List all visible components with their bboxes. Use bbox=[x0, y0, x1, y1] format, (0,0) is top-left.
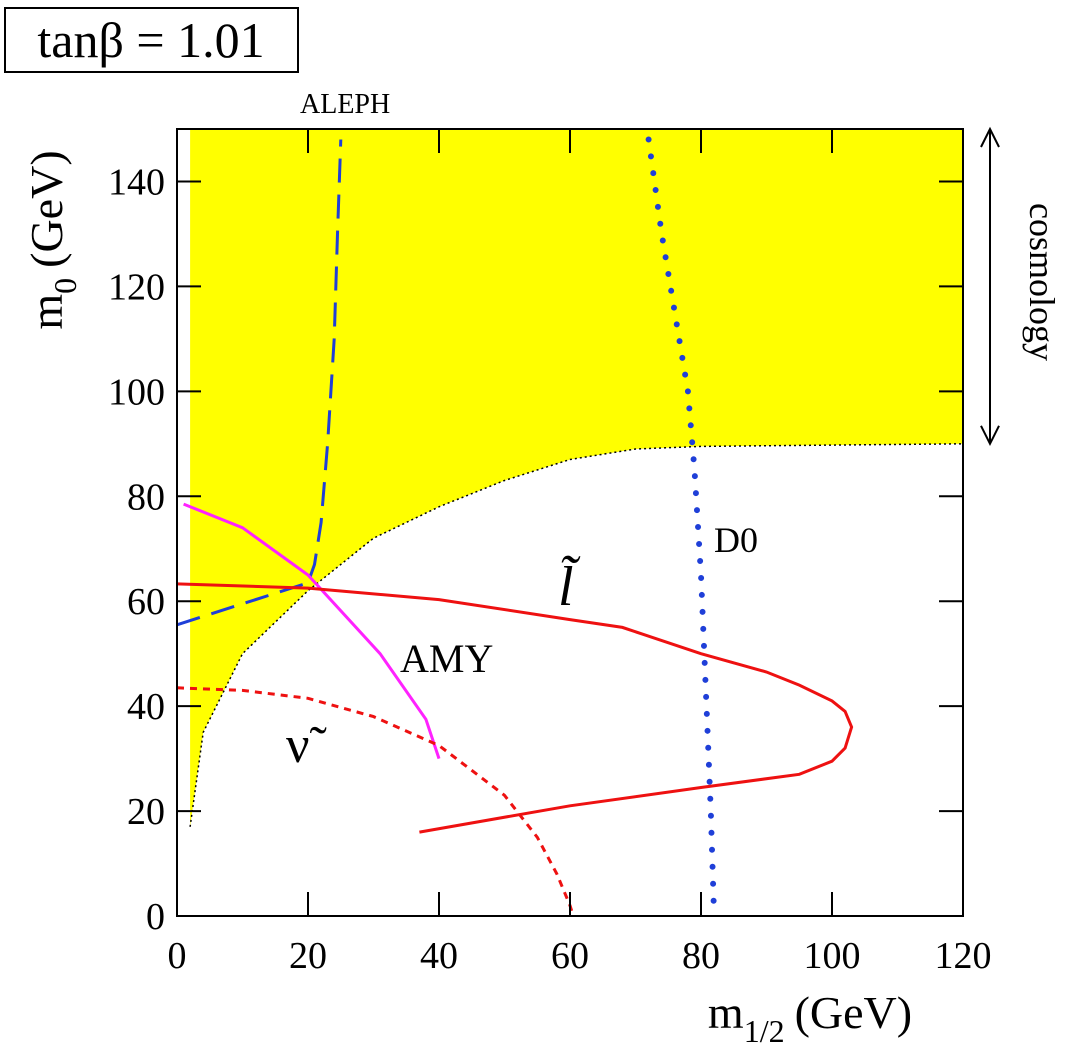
y-tick-label: 120 bbox=[108, 266, 165, 308]
arrow-head-bottom bbox=[980, 425, 1000, 447]
curve bbox=[176, 139, 343, 627]
curve bbox=[176, 582, 854, 834]
curve-label: ν̃ bbox=[286, 717, 327, 774]
x-tick-label: 100 bbox=[804, 935, 861, 977]
y-tick-label: 40 bbox=[127, 686, 165, 728]
y-label-main: m bbox=[21, 294, 72, 330]
arrow-head-top bbox=[980, 126, 1000, 148]
y-tick-label: 0 bbox=[146, 896, 165, 938]
y-tick-label: 60 bbox=[127, 581, 165, 623]
annotation-text: cosmology bbox=[1022, 203, 1062, 361]
curve bbox=[176, 686, 575, 917]
x-tick-label: 60 bbox=[551, 935, 589, 977]
chart-title: tanβ = 1.01 bbox=[37, 12, 264, 68]
region-boundary bbox=[189, 443, 964, 827]
x-label-sub: 1/2 bbox=[744, 1013, 785, 1049]
x-tick-label: 120 bbox=[935, 935, 992, 977]
title-box bbox=[4, 7, 299, 73]
x-tick-label: 20 bbox=[289, 935, 327, 977]
x-tick-label: 80 bbox=[682, 935, 720, 977]
y-tick-label: 20 bbox=[127, 791, 165, 833]
x-label-main: m bbox=[708, 987, 744, 1038]
curve bbox=[645, 136, 718, 919]
curve-label: l̃ bbox=[558, 555, 581, 618]
curve-label: ALEPH bbox=[300, 89, 390, 120]
y-axis-label: m0 (GeV) bbox=[21, 150, 83, 329]
y-label-sub: 0 bbox=[47, 278, 83, 294]
x-axis-label: m1/2 (GeV) bbox=[708, 987, 912, 1049]
curve bbox=[183, 502, 441, 760]
excluded-region bbox=[190, 129, 964, 827]
x-tick-label: 40 bbox=[420, 935, 458, 977]
curve-label: D0 bbox=[714, 520, 758, 560]
y-label-unit: (GeV) bbox=[21, 150, 72, 268]
x-tick-label: 0 bbox=[168, 935, 187, 977]
curve-label: AMY bbox=[400, 636, 493, 681]
y-tick-label: 140 bbox=[108, 161, 165, 203]
y-tick-label: 80 bbox=[127, 476, 165, 518]
y-tick-label: 100 bbox=[108, 371, 165, 413]
x-label-unit: (GeV) bbox=[795, 987, 913, 1038]
